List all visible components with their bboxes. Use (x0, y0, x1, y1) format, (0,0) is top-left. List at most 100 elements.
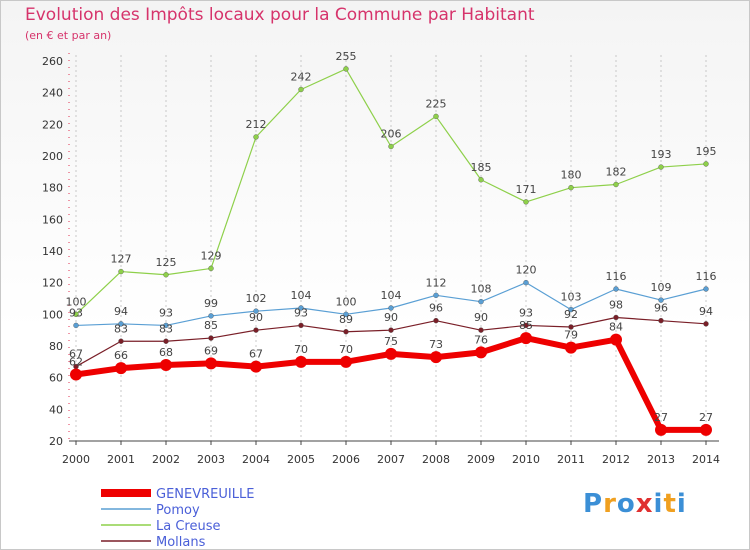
y-tick-label: 120 (42, 277, 63, 290)
data-point (208, 335, 214, 341)
data-label: 93 (69, 306, 83, 319)
data-label: 182 (606, 166, 627, 179)
data-point (433, 317, 439, 324)
data-point (298, 305, 304, 311)
y-tick-label: 200 (42, 150, 63, 163)
series-la-creuse (73, 66, 709, 318)
data-label: 94 (699, 305, 713, 318)
data-point (478, 327, 484, 333)
data-label: 112 (426, 276, 447, 289)
data-point (613, 286, 619, 292)
x-tick-label: 2013 (647, 453, 675, 466)
y-tick-label: 140 (42, 245, 63, 258)
data-point (205, 357, 217, 370)
data-point (250, 360, 262, 373)
data-label: 84 (609, 321, 623, 334)
data-point (73, 311, 79, 318)
data-point (433, 113, 439, 120)
data-label: 100 (66, 295, 87, 308)
series-genevreuille (70, 332, 712, 436)
data-label: 104 (381, 289, 402, 302)
legend-label-pomoy: Pomoy (156, 503, 200, 518)
data-label: 90 (249, 311, 263, 324)
chart-title: Evolution des Impôts locaux pour la Comm… (25, 5, 535, 25)
data-label: 93 (294, 306, 308, 319)
data-label: 109 (651, 281, 672, 294)
series-pomoy (73, 279, 709, 329)
data-point (388, 305, 394, 311)
y-tick-label: 20 (49, 435, 63, 448)
y-tick-label: 260 (42, 55, 63, 68)
data-point (340, 355, 352, 368)
data-label: 100 (336, 295, 357, 308)
data-label: 99 (204, 297, 218, 310)
logo-letter: t (663, 489, 677, 519)
data-point (118, 321, 124, 327)
x-tick-label: 2000 (62, 453, 90, 466)
data-point (70, 368, 82, 381)
data-point (613, 314, 619, 321)
data-point (610, 333, 622, 346)
data-label: 27 (654, 411, 668, 424)
data-label: 83 (114, 322, 128, 335)
y-tick-label: 180 (42, 182, 63, 195)
logo-letter: o (616, 489, 636, 519)
data-point (478, 298, 484, 305)
data-label: 67 (69, 348, 83, 361)
x-tick-label: 2002 (152, 453, 180, 466)
data-label: 127 (111, 253, 132, 266)
data-label: 76 (474, 333, 488, 346)
x-tick-label: 2007 (377, 453, 405, 466)
data-point (430, 351, 442, 364)
data-point (253, 327, 259, 333)
x-tick-label: 2009 (467, 453, 495, 466)
data-point (343, 66, 349, 72)
data-label: 89 (339, 313, 353, 326)
data-point (475, 346, 487, 359)
data-label: 70 (339, 343, 353, 356)
data-label: 27 (699, 411, 713, 424)
data-label: 103 (561, 291, 582, 304)
y-tick-label: 220 (42, 118, 63, 131)
data-label: 94 (114, 305, 128, 318)
data-label: 242 (291, 71, 312, 84)
data-point (73, 322, 79, 329)
chart-subtitle: (en € et par an) (25, 29, 112, 42)
data-label: 62 (69, 356, 83, 369)
data-point (523, 199, 529, 205)
data-label: 180 (561, 169, 582, 182)
data-label: 93 (519, 306, 533, 319)
y-axis-ticks: 20 40 60 80 100 120 140 160 180 200 220 240 260 (42, 55, 63, 448)
x-tick-label: 2012 (602, 453, 630, 466)
data-point (658, 317, 664, 324)
data-label: 98 (609, 299, 623, 312)
data-label: 85 (519, 319, 533, 332)
data-point (433, 292, 439, 299)
data-point (298, 322, 304, 329)
data-point (163, 338, 169, 344)
data-point (385, 347, 397, 360)
data-label: 70 (294, 343, 308, 356)
data-point (253, 134, 259, 140)
x-tick-label: 2004 (242, 453, 270, 466)
data-label: 225 (426, 97, 447, 110)
data-label: 255 (336, 50, 357, 63)
x-tick-label: 2006 (332, 453, 360, 466)
data-label: 92 (564, 308, 578, 321)
data-label: 85 (204, 319, 218, 332)
x-tick-label: 2001 (107, 453, 135, 466)
x-tick-label: 2005 (287, 453, 315, 466)
y-tick-label: 100 (42, 308, 63, 321)
series-layer (70, 66, 712, 436)
data-point (568, 324, 574, 330)
data-label: 67 (249, 348, 263, 361)
data-label: 73 (429, 338, 443, 351)
logo-letter: r (603, 489, 617, 519)
data-point (253, 308, 259, 314)
x-axis-ticks: 2000 2001 2002 2003 2004 2005 2006 2007 2008 2009… (62, 441, 720, 466)
data-label: 90 (474, 311, 488, 324)
data-point (658, 297, 664, 303)
data-label: 93 (159, 306, 173, 319)
data-label: 96 (654, 302, 668, 315)
data-labels: 67 83 83 85 90 93 89 90 96 90 93 92 98 96 94 93 94 93 99 10… (66, 50, 717, 424)
